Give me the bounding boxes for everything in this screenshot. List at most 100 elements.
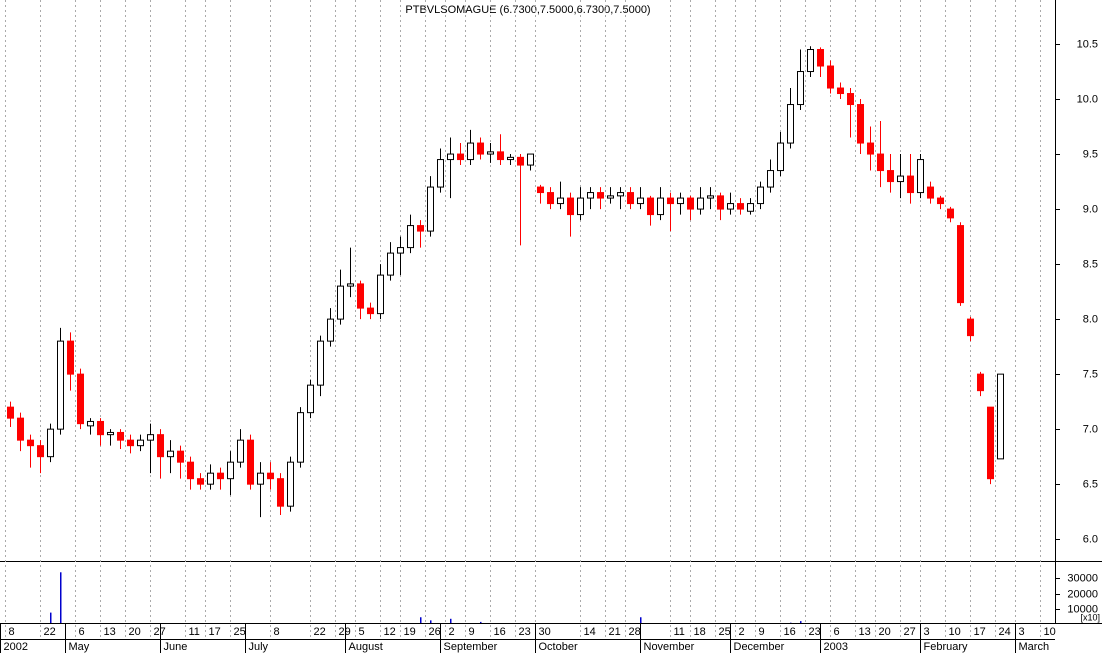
x-tick-label: 24: [999, 626, 1011, 638]
x-tick-label: 3: [924, 626, 930, 638]
candle-body: [498, 152, 504, 160]
candle-body: [318, 341, 324, 385]
x-tick-label: 10: [1044, 626, 1056, 638]
x-tick-label: 23: [809, 626, 821, 638]
candle-body: [818, 50, 824, 67]
candle-body: [8, 407, 14, 418]
x-tick-label: 8: [9, 626, 15, 638]
x-tick-label: 29: [339, 626, 351, 638]
x-tick-label: 13: [104, 626, 116, 638]
candle-body: [328, 319, 334, 341]
candle-body: [958, 226, 964, 303]
y-tick-label: 8.5: [1083, 258, 1098, 270]
candle-body: [38, 446, 44, 457]
x-tick-label: 23: [519, 626, 531, 638]
candle-body: [58, 341, 64, 429]
candle-body: [108, 432, 114, 434]
candle-body: [908, 176, 914, 193]
x-tick-label: 18: [694, 626, 706, 638]
candle-body: [678, 198, 684, 204]
candle-body: [288, 462, 294, 506]
month-label: July: [249, 641, 269, 653]
candle-body: [638, 198, 644, 204]
candle-body: [738, 204, 744, 210]
candle-body: [798, 72, 804, 105]
y-tick-label: 8.0: [1083, 313, 1098, 325]
candle-body: [888, 171, 894, 182]
x-tick-label: 22: [314, 626, 326, 638]
y-tick-label: 10.0: [1077, 93, 1098, 105]
candle-body: [878, 154, 884, 171]
month-label: November: [644, 641, 695, 653]
candle-body: [218, 473, 224, 479]
x-tick-label: 30: [539, 626, 551, 638]
candle-body: [858, 105, 864, 144]
candle-body: [828, 66, 834, 88]
candle-body: [458, 154, 464, 160]
candle-body: [408, 226, 414, 248]
x-tick-label: 25: [234, 626, 246, 638]
y-tick-label: 7.0: [1083, 423, 1098, 435]
candle-body: [668, 198, 674, 204]
y-tick-label: 10.5: [1077, 38, 1098, 50]
candle-body: [208, 473, 214, 484]
candle-body: [428, 187, 434, 231]
x-tick-label: 17: [209, 626, 221, 638]
candle-body: [388, 253, 394, 275]
month-label: June: [164, 641, 188, 653]
candle-body: [928, 187, 934, 198]
candle-body: [478, 143, 484, 154]
x-tick-label: 27: [154, 626, 166, 638]
month-label: March: [1019, 641, 1050, 653]
candle-body: [488, 152, 494, 154]
candle-body: [938, 198, 944, 204]
candle-body: [78, 374, 84, 424]
candle-body: [448, 154, 454, 160]
candle-body: [358, 284, 364, 308]
candle-body: [688, 198, 694, 209]
candle-body: [518, 157, 524, 165]
candle-body: [258, 473, 264, 484]
candle-body: [948, 209, 954, 218]
candle-body: [118, 432, 124, 440]
y-tick-label: 9.5: [1083, 148, 1098, 160]
x-tick-label: 16: [784, 626, 796, 638]
candle-body: [368, 308, 374, 314]
volume-bar: [800, 621, 802, 623]
candle-body: [278, 479, 284, 507]
volume-bar: [50, 613, 52, 623]
candle-body: [838, 88, 844, 94]
candle-body: [148, 435, 154, 441]
month-label: October: [539, 641, 578, 653]
candle-body: [98, 421, 104, 434]
x-tick-label: 5: [359, 626, 365, 638]
candle-body: [188, 462, 194, 479]
month-label: 2002: [4, 641, 28, 653]
candle-body: [308, 385, 314, 413]
candle-body: [988, 407, 994, 479]
candle-body: [778, 143, 784, 171]
y-tick-label: 6.0: [1083, 533, 1098, 545]
x-tick-label: 26: [429, 626, 441, 638]
candle-body: [558, 198, 564, 204]
candle-body: [598, 193, 604, 199]
x-tick-label: 10: [949, 626, 961, 638]
volume-bar: [480, 622, 482, 623]
x-tick-label: 2: [449, 626, 455, 638]
candle-body: [158, 435, 164, 457]
volume-bar: [60, 572, 62, 623]
x-tick-label: 11: [189, 626, 200, 638]
candle-body: [618, 193, 624, 196]
candle-body: [228, 462, 234, 479]
candle-body: [168, 451, 174, 457]
x-tick-label: 14: [584, 626, 596, 638]
x-tick-label: 2: [739, 626, 745, 638]
x-tick-label: 9: [759, 626, 765, 638]
candle-body: [18, 418, 24, 440]
candle-body: [528, 154, 534, 165]
candle-body: [378, 275, 384, 314]
x-tick-label: 6: [834, 626, 840, 638]
candle-body: [978, 374, 984, 391]
